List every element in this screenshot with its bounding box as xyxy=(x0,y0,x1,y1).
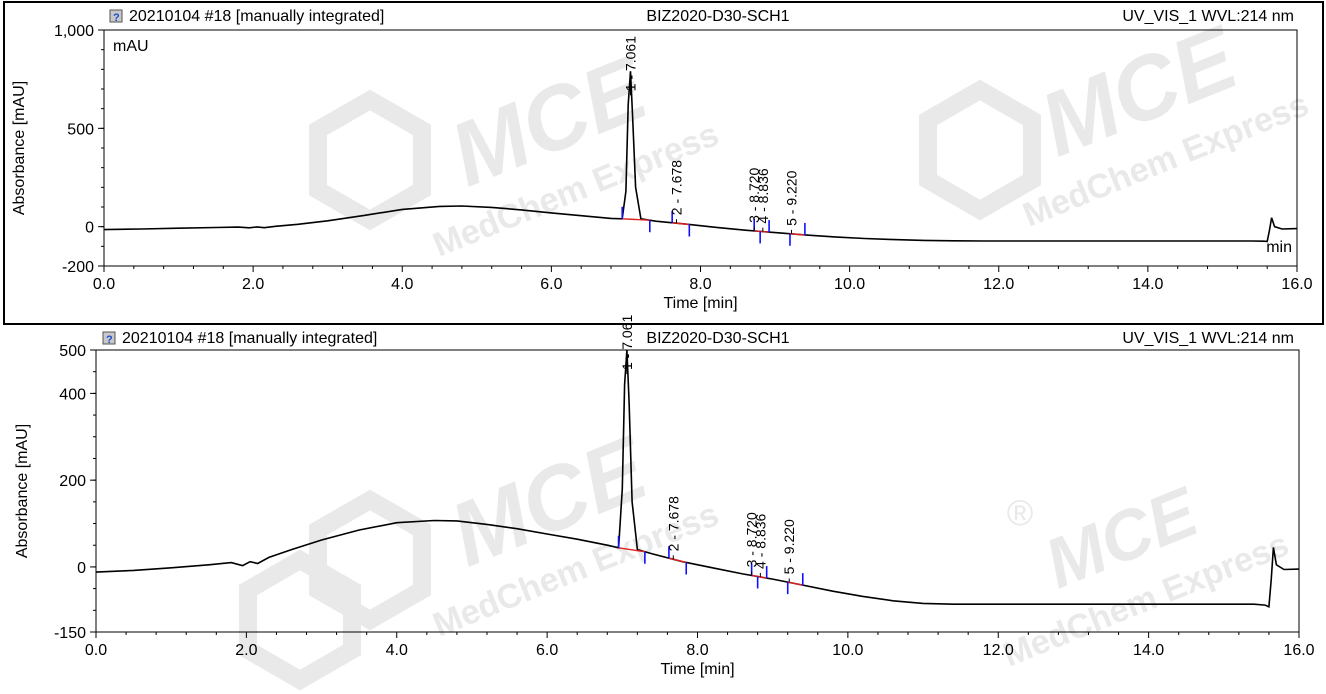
x-tick-label: 12.0 xyxy=(983,642,1014,659)
x-tick-label: 8.0 xyxy=(689,276,711,293)
top-panel-frame xyxy=(3,1,1324,325)
sample-status-glyph: ? xyxy=(113,12,120,24)
x-tick-label: 4.0 xyxy=(386,642,408,659)
x-tick-label: 16.0 xyxy=(1283,642,1314,659)
header-channel: UV_VIS_1 WVL:214 nm xyxy=(1122,8,1294,25)
peak-label: 1 - 7.061 xyxy=(622,36,638,91)
y-axis-label: Absorbance [mAU] xyxy=(11,81,28,215)
header-sample: 20210104 #18 [manually integrated] xyxy=(129,8,384,25)
header-channel: UV_VIS_1 WVL:214 nm xyxy=(1122,330,1294,347)
watermark-logo-icon xyxy=(309,89,431,231)
x-tick-label: 10.0 xyxy=(834,276,865,293)
x-tick-label: 14.0 xyxy=(1133,642,1164,659)
y-tick-label: 200 xyxy=(59,473,86,490)
y-tick-label: 500 xyxy=(59,343,86,360)
watermark-logo-icon xyxy=(919,79,1041,221)
chromatogram-top: ? 20210104 #18 [manually integrated] BIZ20… xyxy=(11,8,1313,312)
integration-baseline xyxy=(787,581,803,586)
y-tick-label: -150 xyxy=(54,625,86,642)
y-tick-label: 0 xyxy=(77,560,86,577)
peak-label: 3 - 8.720 xyxy=(746,167,762,222)
integration-baseline xyxy=(672,222,690,226)
peak-label: 3 - 8.720 xyxy=(744,512,760,567)
y-tick-label: 500 xyxy=(67,121,94,138)
watermark-logo-icon xyxy=(239,549,361,691)
integration-baseline xyxy=(618,547,645,553)
x-tick-label: 14.0 xyxy=(1132,276,1163,293)
header-sample: 20210104 #18 [manually integrated] xyxy=(122,330,377,347)
peak-label: 4 - 8.836 xyxy=(752,513,768,568)
x-tick-label: 2.0 xyxy=(235,642,257,659)
y-axis-label: Absorbance [mAU] xyxy=(14,424,31,558)
x-tick-label: 6.0 xyxy=(536,642,558,659)
integration-baseline xyxy=(622,218,650,221)
y-tick-label: -200 xyxy=(62,259,94,276)
x-tick-label: 8.0 xyxy=(686,642,708,659)
time-unit-label: min xyxy=(1266,239,1292,256)
x-tick-label: 4.0 xyxy=(391,276,413,293)
chromatogram-trace xyxy=(95,349,1300,609)
x-tick-label: 0.0 xyxy=(85,642,107,659)
x-axis-label: Time [min] xyxy=(663,295,737,312)
peak-label: 4 - 8.836 xyxy=(755,168,771,223)
integration-baseline xyxy=(789,233,805,236)
watermark-logo-icon xyxy=(309,489,431,631)
x-tick-label: 10.0 xyxy=(832,642,863,659)
chromatogram-trace xyxy=(103,71,1298,243)
sample-status-icon xyxy=(109,9,123,23)
integration-baseline xyxy=(668,557,687,564)
watermark-registered-mark: ® xyxy=(1007,492,1034,533)
sample-status-glyph: ? xyxy=(106,334,113,346)
x-tick-label: 6.0 xyxy=(540,276,562,293)
unit-label: mAU xyxy=(113,38,149,55)
sample-status-icon xyxy=(102,331,116,345)
x-tick-label: 2.0 xyxy=(242,276,264,293)
peak-label: 2 - 7.678 xyxy=(665,496,681,551)
x-axis-label: Time [min] xyxy=(660,661,734,678)
peak-label: 5 - 9.220 xyxy=(783,170,799,225)
header-method: BIZ2020-D30-SCH1 xyxy=(646,8,789,25)
x-tick-label: 16.0 xyxy=(1281,276,1312,293)
header-method: BIZ2020-D30-SCH1 xyxy=(646,330,789,347)
peak-label: 2 - 7.678 xyxy=(668,160,684,215)
chromatogram-bottom: ? 20210104 #18 [manually integrated] BIZ20… xyxy=(14,315,1315,678)
y-tick-label: 0 xyxy=(85,220,94,237)
y-tick-label: 400 xyxy=(59,386,86,403)
x-tick-label: 12.0 xyxy=(983,276,1014,293)
integration-baseline xyxy=(751,574,767,579)
y-tick-label: 1,000 xyxy=(54,23,94,40)
x-tick-label: 0.0 xyxy=(93,276,115,293)
integration-baseline xyxy=(754,230,770,233)
peak-label: 5 - 9.220 xyxy=(781,519,797,574)
peak-label: 1 - 7.061 xyxy=(619,315,635,370)
